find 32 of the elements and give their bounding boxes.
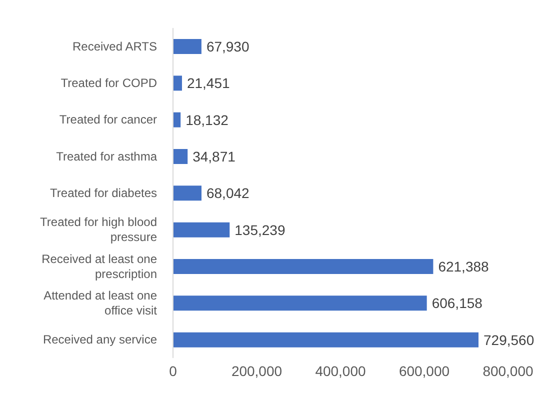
data-label: 68,042 [206,185,250,202]
y-tick-label: Received at least one prescription [42,252,158,281]
bar [173,76,182,91]
x-tick-label: 800,000 [482,362,534,379]
bar [173,149,188,164]
x-tick-label: 400,000 [315,362,366,379]
data-label: 606,158 [432,295,483,312]
data-label: 621,388 [438,258,490,274]
bar [173,186,202,201]
x-tick-label: 600,000 [398,362,450,379]
bar [173,332,479,348]
bar [173,296,427,311]
bar [173,222,230,238]
data-label: 729,560 [484,332,534,348]
data-label: 34,871 [192,148,236,164]
bar [173,112,181,128]
x-tick-label: 0 [169,362,178,379]
bar [173,259,434,274]
y-tick-label: Received any service [42,332,158,347]
y-tick-label: Treated for asthma [56,149,158,164]
data-label: 135,239 [234,222,286,238]
bar [173,39,202,54]
y-tick-label: Attended at least one office visit [44,288,158,318]
y-tick-label: Received ARTS [72,39,157,54]
y-tick-label: Treated for diabetes [50,186,157,200]
y-tick-label: Treated for COPD [60,76,158,90]
data-label: 67,930 [206,38,250,54]
data-label: 18,132 [186,112,229,128]
data-label: 21,451 [186,75,230,92]
y-tick-label: Treated for high blood pressure [40,215,158,244]
y-tick-label: Treated for cancer [59,112,157,127]
x-tick-label: 200,000 [231,362,282,379]
